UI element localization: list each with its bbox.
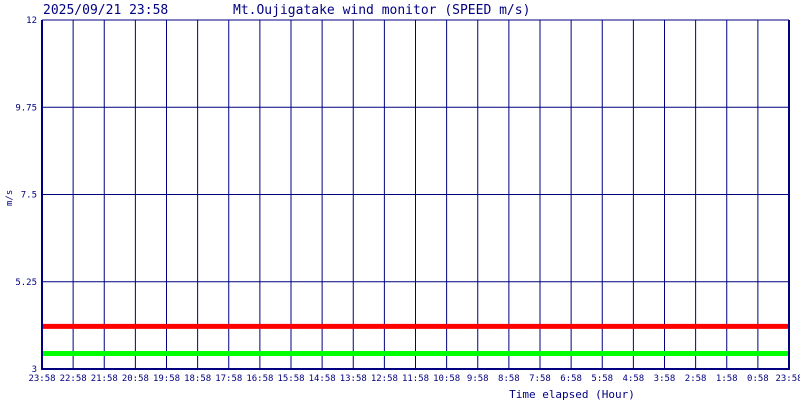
x-tick-label: 11:58 bbox=[402, 374, 429, 384]
x-tick-label: 16:58 bbox=[246, 374, 273, 384]
x-tick-label: 19:58 bbox=[153, 374, 180, 384]
x-tick-label: 20:58 bbox=[122, 374, 149, 384]
x-tick-label: 3:58 bbox=[654, 374, 676, 384]
x-tick-label: 12:58 bbox=[371, 374, 398, 384]
x-tick-label: 18:58 bbox=[184, 374, 211, 384]
chart-title: Mt.Oujigatake wind monitor (SPEED m/s) bbox=[233, 3, 530, 18]
y-tick-label: 7.5 bbox=[21, 191, 37, 201]
y-tick-label: 5.25 bbox=[15, 278, 37, 288]
y-tick-label: 12 bbox=[26, 16, 37, 26]
chart-datetime: 2025/09/21 23:58 bbox=[43, 3, 168, 18]
x-tick-label: 6:58 bbox=[560, 374, 582, 384]
x-tick-label: 0:58 bbox=[747, 374, 769, 384]
x-tick-label: 13:58 bbox=[340, 374, 367, 384]
x-tick-label: 1:58 bbox=[716, 374, 738, 384]
x-tick-label: 10:58 bbox=[433, 374, 460, 384]
x-tick-label: 7:58 bbox=[529, 374, 551, 384]
y-axis-label: m/s bbox=[5, 190, 15, 206]
x-tick-label: 23:58 bbox=[28, 374, 55, 384]
y-tick-label: 3 bbox=[32, 365, 37, 375]
x-axis-label: Time elapsed (Hour) bbox=[509, 388, 635, 400]
x-tick-label: 15:58 bbox=[277, 374, 304, 384]
x-tick-label: 5:58 bbox=[591, 374, 613, 384]
x-tick-label: 17:58 bbox=[215, 374, 242, 384]
x-tick-label: 4:58 bbox=[623, 374, 645, 384]
x-tick-label: 9:58 bbox=[467, 374, 489, 384]
x-tick-label: 23:58 bbox=[775, 374, 800, 384]
x-tick-label: 22:58 bbox=[60, 374, 87, 384]
x-tick-label: 21:58 bbox=[91, 374, 118, 384]
x-tick-label: 14:58 bbox=[309, 374, 336, 384]
x-tick-label: 8:58 bbox=[498, 374, 520, 384]
x-tick-label: 2:58 bbox=[685, 374, 707, 384]
y-tick-label: 9.75 bbox=[15, 103, 37, 113]
